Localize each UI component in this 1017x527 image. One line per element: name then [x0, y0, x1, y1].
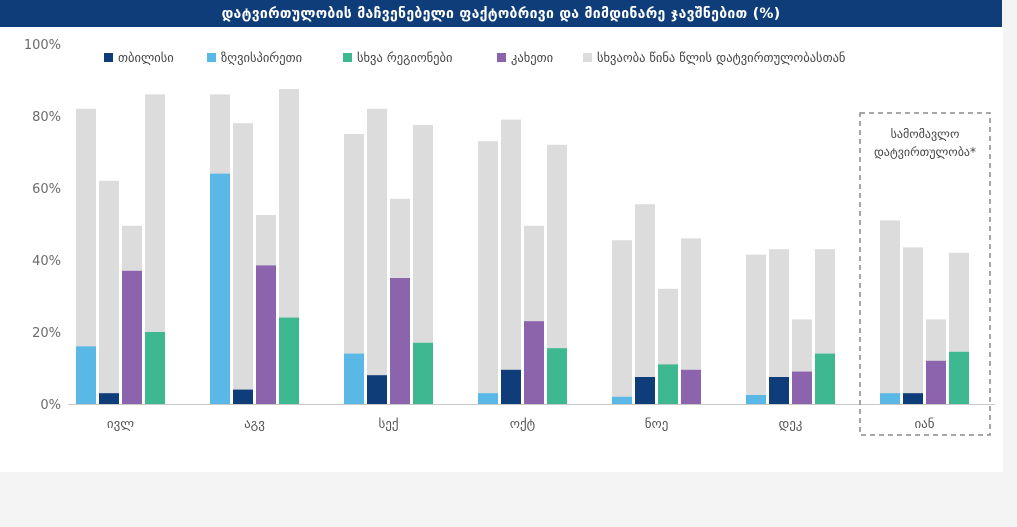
bar-gap-2-3	[413, 125, 433, 404]
bar-value-2-2	[390, 278, 410, 404]
y-tick-label: 0%	[40, 398, 61, 413]
bar-value-5-3	[815, 353, 835, 404]
bar-gap-4-3	[681, 238, 701, 404]
bar-value-3-1	[501, 369, 521, 404]
forecast-annotation: სამომავლო	[891, 127, 960, 141]
bar-value-6-3	[949, 351, 969, 404]
bar-gap-2-1	[367, 108, 387, 405]
bar-value-5-1	[769, 377, 789, 404]
bar-gap-0-3	[145, 94, 165, 405]
bar-value-4-3	[681, 369, 701, 404]
forecast-box	[859, 112, 991, 436]
bar-gap-0-0	[76, 108, 96, 405]
bar-value-1-2	[256, 265, 276, 404]
bar-value-2-1	[367, 375, 387, 404]
bar-value-2-3	[413, 342, 433, 404]
bar-gap-6-0	[880, 220, 900, 404]
bar-gap-2-0	[344, 134, 364, 404]
y-tick-label: 100%	[24, 38, 61, 53]
x-category-label: იან	[914, 417, 934, 432]
y-tick-label: 60%	[32, 182, 61, 197]
chart-title: დატვირთულობის მაჩვენებელი ფაქტობრივი და …	[0, 0, 1002, 27]
bar-value-6-0	[880, 393, 900, 404]
bar-value-3-0	[478, 393, 498, 404]
bar-gap-3-3	[547, 144, 567, 405]
legend-swatch-1	[207, 53, 216, 62]
legend-label-3: კახეთი	[511, 50, 553, 65]
bar-gap-3-0	[478, 141, 498, 404]
bar-value-5-2	[792, 371, 812, 404]
forecast-annotation: დატვირთულობა*	[874, 145, 976, 159]
bar-gap-4-0	[612, 240, 632, 404]
x-category-label: სექ	[378, 417, 398, 432]
legend-swatch-0	[104, 53, 113, 62]
x-category-label: აგვ	[244, 417, 265, 432]
bar-value-0-1	[99, 393, 119, 404]
chart-area: 0% 20% 40% 60% 80% 100% ივლ აგვ სექ ოქტ ნოე დეკ იან ს…	[0, 27, 1003, 472]
bar-value-3-2	[524, 321, 544, 404]
bar-value-1-0	[210, 173, 230, 404]
bar-gap-0-1	[99, 180, 119, 404]
y-tick-label: 20%	[32, 326, 61, 341]
y-tick-label: 80%	[32, 110, 61, 125]
bar-gap-3-1	[501, 119, 521, 404]
bar-gap-4-1	[635, 204, 655, 404]
bar-gap-5-0	[746, 254, 766, 404]
bar-gap-1-1	[233, 123, 253, 404]
bar-value-0-3	[145, 332, 165, 404]
bar-value-3-3	[547, 348, 567, 404]
occupancy-bar-chart: 0% 20% 40% 60% 80% 100% ივლ აგვ სექ ოქტ ნოე დეკ იან ს…	[24, 38, 995, 436]
legend-label-4: სხვაობა წინა წლის დატვირთულობასთან	[597, 50, 845, 65]
bar-value-0-2	[122, 270, 142, 404]
legend-label-2: სხვა რეგიონები	[357, 50, 452, 65]
bar-value-4-0	[612, 396, 632, 404]
legend-swatch-4	[583, 53, 592, 62]
legend-swatch-3	[497, 53, 506, 62]
x-category-label: ოქტ	[510, 417, 535, 432]
legend-swatch-2	[343, 53, 352, 62]
legend-label-0: თბილისი	[118, 50, 174, 65]
bar-value-1-1	[233, 389, 253, 404]
bar-value-0-0	[76, 346, 96, 404]
x-category-label: დეკ	[779, 417, 803, 432]
bar-value-5-0	[746, 395, 766, 404]
bar-gap-6-1	[903, 247, 923, 404]
bar-value-6-2	[926, 360, 946, 404]
bar-value-1-3	[279, 317, 299, 404]
bar-value-6-1	[903, 393, 923, 404]
x-category-label: ნოე	[645, 417, 669, 432]
bar-value-4-2	[658, 364, 678, 404]
x-category-label: ივლ	[107, 417, 134, 432]
bar-value-4-1	[635, 377, 655, 404]
bar-value-2-0	[344, 353, 364, 404]
y-tick-label: 40%	[32, 254, 61, 269]
bar-gap-5-1	[769, 249, 789, 404]
legend-label-1: ზღვისპირეთი	[221, 50, 302, 65]
